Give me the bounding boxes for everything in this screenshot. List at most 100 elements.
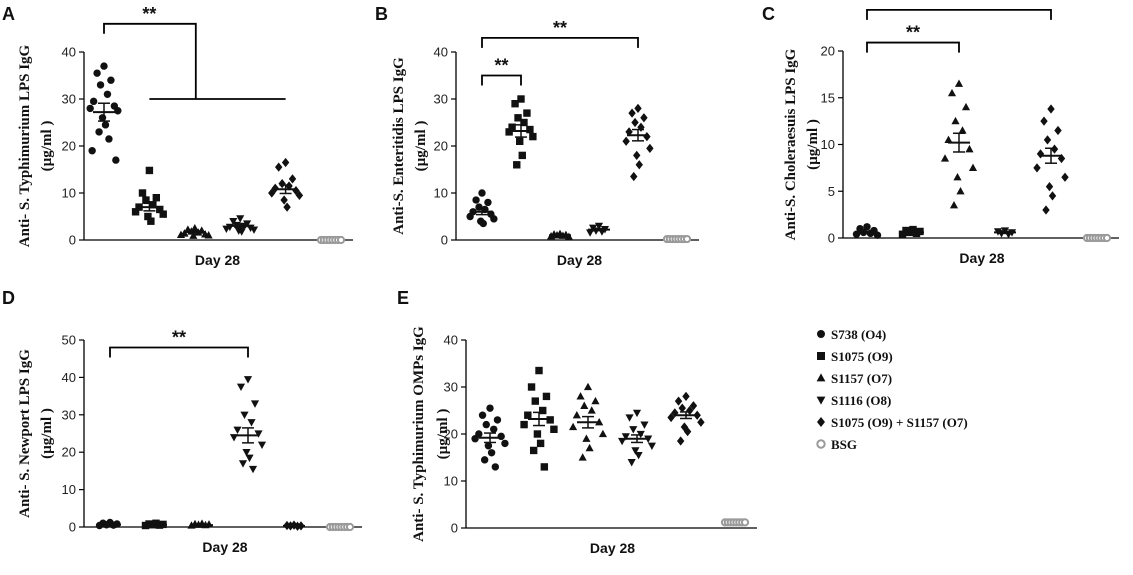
data-point xyxy=(105,135,113,143)
y-tick-label: 0 xyxy=(441,233,448,248)
y-axis-label: Anti- S. Newport LPS IgG xyxy=(17,349,33,518)
data-point xyxy=(336,235,346,245)
data-point xyxy=(621,433,630,441)
data-point xyxy=(486,404,494,412)
panel-D: D 0 10 20 30 40 50 Day 28 Anti- S. Newport LPS I… xyxy=(2,288,362,555)
legend-label: S738 (O4) xyxy=(831,327,886,342)
legend-item: S1075 (O9) xyxy=(817,349,893,364)
significance-label: ** xyxy=(172,327,186,347)
data-point xyxy=(96,81,105,89)
panel-B: B 0 10 20 30 40 Day 28 Anti-S. Enteritidis LPS … xyxy=(375,4,699,268)
data-point xyxy=(680,422,689,432)
data-point xyxy=(947,88,957,97)
data-point xyxy=(949,201,959,209)
panel-A: A 0 10 20 30 40 Day 28 Anti- S. Typhimurium LPS… xyxy=(2,4,353,268)
x-axis-label: Day 28 xyxy=(195,252,240,268)
group-4-points xyxy=(667,391,705,446)
data-point xyxy=(631,447,640,455)
group-2-points xyxy=(176,223,213,239)
group-1-points xyxy=(141,519,167,530)
data-point xyxy=(250,400,260,408)
x-axis-label: Day 28 xyxy=(590,540,635,556)
data-point xyxy=(149,201,157,209)
data-point xyxy=(484,442,493,450)
data-point xyxy=(490,215,498,223)
data-point xyxy=(520,420,528,429)
legend-marker xyxy=(817,417,825,427)
x-axis-label: Day 28 xyxy=(959,250,1004,266)
significance-bracket: ** xyxy=(103,4,197,99)
y-axis-label: Anti- S. Typhimurium LPS IgG xyxy=(17,44,33,247)
data-point xyxy=(243,376,253,384)
data-point xyxy=(697,417,705,427)
data-point xyxy=(490,425,498,433)
data-point xyxy=(107,76,115,84)
data-point xyxy=(466,212,474,221)
y-axis-label: Anti-S. Choleraesuis LPS IgG xyxy=(783,48,799,240)
panel-label: B xyxy=(375,4,388,24)
data-point xyxy=(526,125,534,134)
y-tick-label: 30 xyxy=(62,92,76,107)
data-point xyxy=(236,383,246,392)
data-point xyxy=(533,430,542,438)
data-point xyxy=(513,161,521,169)
data-point xyxy=(954,79,964,87)
data-point xyxy=(257,441,267,449)
y-tick-label: 40 xyxy=(434,45,448,60)
y-axis-unit: (µg/ml ) xyxy=(413,121,429,172)
data-point xyxy=(159,210,167,218)
data-point xyxy=(585,443,594,452)
data-point xyxy=(274,162,283,172)
data-point xyxy=(689,401,698,411)
y-tick-label: 50 xyxy=(62,333,76,348)
y-axis-unit: (µg/ml ) xyxy=(39,121,55,172)
data-point xyxy=(940,154,950,162)
data-point xyxy=(647,442,656,451)
data-point xyxy=(569,422,578,431)
data-point xyxy=(229,434,239,442)
group-4-points xyxy=(1033,104,1069,215)
y-tick-label: 20 xyxy=(62,139,76,154)
data-point xyxy=(478,411,487,419)
data-point xyxy=(295,190,304,200)
y-tick-label: 15 xyxy=(821,90,835,105)
legend-label: S1157 (O7) xyxy=(831,371,892,386)
group-0-points xyxy=(466,189,498,228)
data-point xyxy=(145,166,154,175)
y-tick-label: 20 xyxy=(821,44,835,59)
y-axis-label: Anti- S. Typhimurium OMPs IgG xyxy=(411,326,427,542)
data-point xyxy=(531,397,539,405)
data-point xyxy=(622,136,630,146)
data-point xyxy=(546,416,554,424)
data-point xyxy=(142,196,150,204)
group-4-points xyxy=(268,157,304,212)
y-tick-label: 10 xyxy=(62,186,76,201)
data-point xyxy=(676,436,685,446)
data-point xyxy=(514,114,522,122)
data-point xyxy=(536,439,545,448)
y-tick-label: 0 xyxy=(451,521,458,536)
significance-label: ** xyxy=(952,0,966,10)
panel-label: D xyxy=(2,288,15,308)
data-point xyxy=(1050,144,1059,154)
data-point xyxy=(103,90,112,99)
data-point xyxy=(968,163,978,172)
data-point xyxy=(479,219,487,228)
data-point xyxy=(243,220,252,228)
data-point xyxy=(944,135,953,143)
data-point xyxy=(586,229,595,237)
data-point xyxy=(100,62,108,70)
data-point xyxy=(147,217,155,225)
legend-marker xyxy=(816,373,826,382)
data-point xyxy=(643,131,651,142)
group-0-points xyxy=(86,62,122,164)
data-point xyxy=(1054,125,1062,136)
panels-layer: A 0 10 20 30 40 Day 28 Anti- S. Typhimurium LPS… xyxy=(2,0,1119,556)
group-1-points xyxy=(505,95,537,169)
group-3-points xyxy=(586,222,610,237)
data-point xyxy=(667,412,675,423)
data-point xyxy=(112,156,120,164)
data-point xyxy=(152,194,161,202)
data-point xyxy=(233,426,242,435)
group-2-points xyxy=(187,519,214,529)
